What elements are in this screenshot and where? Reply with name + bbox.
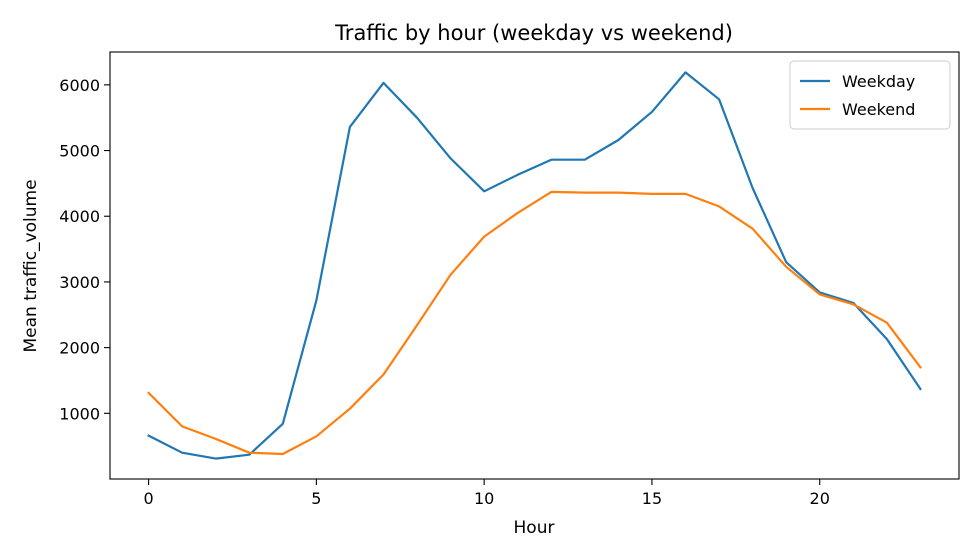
y-tick-label: 1000 xyxy=(59,404,100,423)
y-axis-ticks: 1000 2000 3000 4000 5000 6000 xyxy=(59,76,110,423)
chart-title: Traffic by hour (weekday vs weekend) xyxy=(334,21,733,45)
series-layer xyxy=(147,71,922,460)
x-tick-label: 0 xyxy=(143,489,153,508)
y-tick-label: 4000 xyxy=(59,207,100,226)
plot-frame xyxy=(109,51,960,480)
legend-frame xyxy=(789,60,951,130)
x-axis-ticks: 0 5 10 15 20 xyxy=(143,479,830,508)
y-axis-label: Mean traffic_volume xyxy=(21,179,41,352)
legend: Weekday Weekend xyxy=(789,60,951,130)
y-tick-label: 2000 xyxy=(59,339,100,358)
y-tick-label: 6000 xyxy=(59,76,100,95)
series-line-weekday xyxy=(147,71,922,460)
legend-label-weekend: Weekend xyxy=(842,100,915,119)
x-tick-label: 10 xyxy=(474,489,494,508)
x-tick-label: 20 xyxy=(810,489,830,508)
legend-label-weekday: Weekday xyxy=(842,72,915,91)
x-tick-label: 5 xyxy=(311,489,321,508)
x-axis-label: Hour xyxy=(514,518,555,538)
y-tick-label: 3000 xyxy=(59,273,100,292)
series-line-weekend xyxy=(147,190,922,456)
y-tick-label: 5000 xyxy=(59,142,100,161)
x-tick-label: 15 xyxy=(642,489,662,508)
